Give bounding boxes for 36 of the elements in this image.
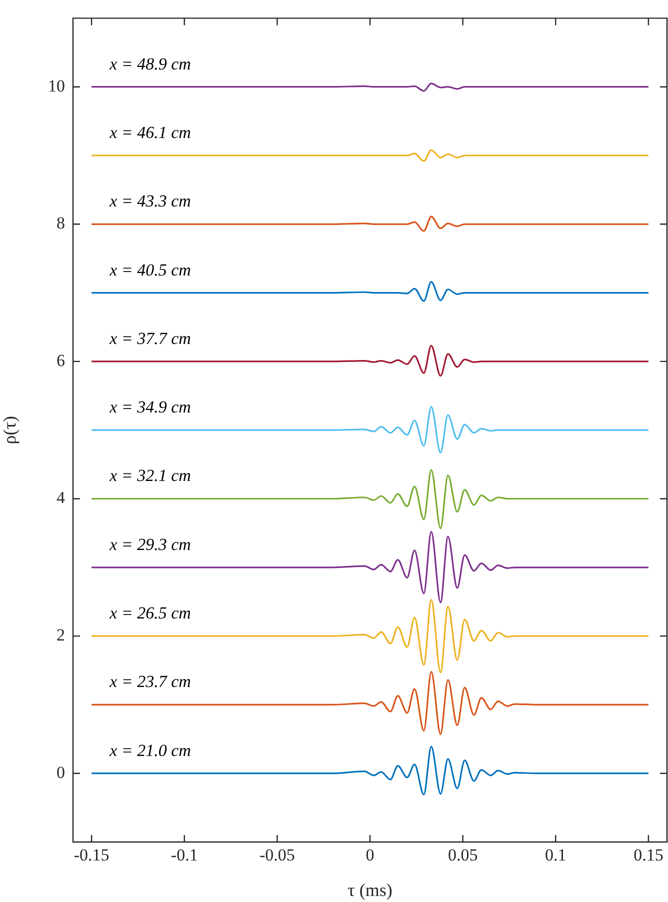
series-label: x = 40.5 cm (108, 260, 191, 280)
line-series (90, 469, 650, 530)
line-series (90, 149, 650, 162)
y-tick-label: 4 (56, 488, 66, 508)
x-tick-label: -0.15 (74, 846, 110, 865)
line-series (90, 216, 650, 232)
line-series (90, 530, 650, 604)
y-tick-label: 6 (56, 350, 65, 370)
line-series (90, 281, 650, 302)
series-label: x = 37.7 cm (108, 328, 191, 348)
y-tick-label: 10 (48, 76, 65, 96)
y-tick-label: 0 (56, 762, 65, 782)
line-series (90, 344, 650, 377)
x-tick-label: -0.05 (259, 846, 295, 865)
x-tick-label: -0.1 (170, 846, 198, 865)
x-tick-label: 0 (366, 846, 374, 865)
series-label: x = 23.7 cm (108, 672, 191, 692)
y-axis-title: ρ(τ) (0, 416, 20, 444)
series-label: x = 48.9 cm (108, 54, 191, 74)
series-label: x = 46.1 cm (108, 122, 191, 142)
line-series (90, 598, 650, 674)
x-tick-label: 0.15 (634, 846, 664, 865)
x-tick-label: 0.1 (545, 846, 566, 865)
x-tick-label: 0.05 (448, 846, 478, 865)
line-series (90, 82, 650, 92)
y-tick-label: 2 (56, 626, 65, 645)
series-label: x = 29.3 cm (108, 534, 191, 554)
series-label: x = 43.3 cm (108, 192, 191, 211)
series-label: x = 34.9 cm (108, 398, 191, 417)
series-label: x = 21.0 cm (108, 740, 191, 760)
series-label: x = 26.5 cm (108, 604, 191, 623)
x-axis-title: τ (ms) (348, 880, 392, 900)
line-series (90, 746, 650, 796)
line-series (90, 670, 650, 736)
y-tick-label: 8 (56, 214, 65, 233)
series-label: x = 32.1 cm (108, 466, 191, 486)
